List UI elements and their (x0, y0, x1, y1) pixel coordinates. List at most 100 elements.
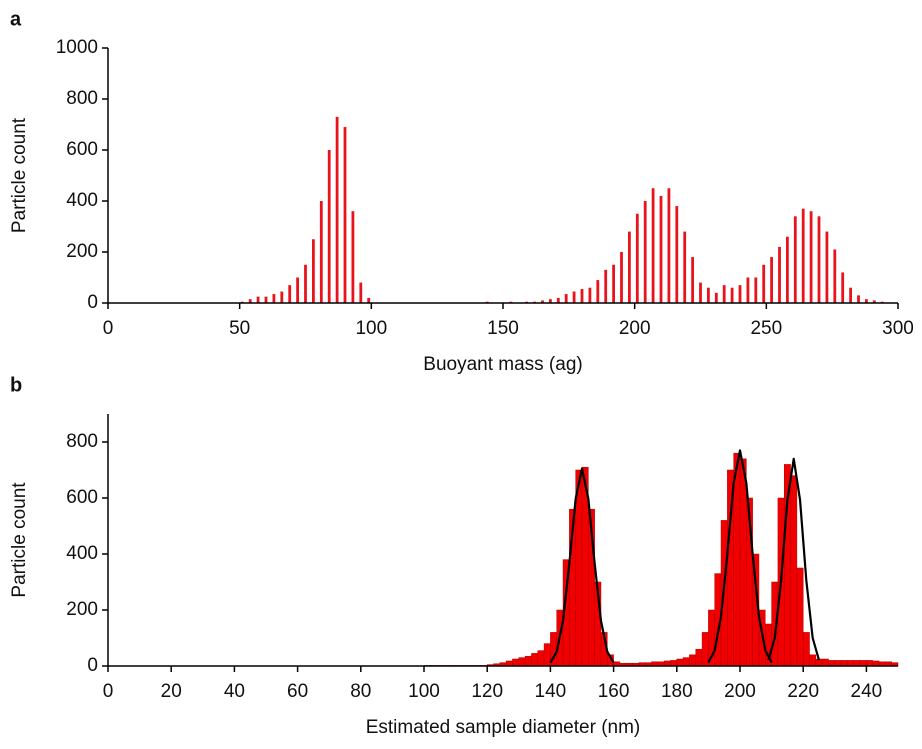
x-tick-label: 200 (724, 681, 756, 702)
histogram-bar (695, 648, 703, 667)
bar (596, 280, 600, 303)
bar (327, 150, 331, 303)
bar (691, 257, 694, 303)
bar (264, 296, 268, 303)
y-axis-label: Particle count (9, 117, 30, 233)
bar (304, 264, 307, 303)
bar (833, 249, 837, 303)
bar (667, 188, 671, 303)
histogram-bar (537, 650, 545, 667)
bar (256, 296, 260, 303)
bar (351, 211, 355, 303)
histogram-bar (663, 660, 671, 667)
fit-curve (767, 457, 821, 661)
histogram-bar (802, 632, 810, 667)
y-tick-label: 200 (66, 599, 98, 620)
x-tick-label: 140 (535, 681, 567, 702)
histogram-bar (853, 660, 861, 667)
y-tick-label: 800 (66, 431, 98, 452)
bar (572, 291, 576, 303)
histogram-bar (840, 660, 848, 667)
bar (778, 246, 781, 303)
bar (770, 257, 773, 303)
x-tick-label: 60 (287, 681, 308, 702)
y-tick-label: 600 (66, 487, 98, 508)
fit-curve (549, 467, 615, 664)
histogram-bar (670, 660, 678, 667)
bar (699, 282, 702, 303)
histogram-bar (701, 632, 709, 667)
bar (564, 294, 568, 303)
x-tick-label: 100 (355, 318, 387, 339)
histogram-bar (834, 660, 842, 667)
bar (746, 277, 750, 303)
x-axis-label: Estimated sample diameter (nm) (366, 717, 641, 738)
bar (714, 292, 718, 303)
bar (541, 300, 544, 303)
x-tick-label: 50 (229, 318, 250, 339)
bar (604, 269, 608, 303)
bar (849, 287, 852, 303)
histogram-bar (859, 660, 867, 667)
bar (612, 264, 615, 303)
bar (754, 277, 758, 303)
x-tick-label: 150 (487, 318, 519, 339)
bar (825, 231, 829, 303)
x-tick-label: 200 (619, 318, 651, 339)
histogram-bar (739, 458, 747, 667)
bar (786, 236, 789, 303)
bar (857, 295, 860, 303)
y-tick-label: 0 (87, 292, 98, 313)
x-tick-label: 0 (103, 318, 114, 339)
x-tick-label: 120 (471, 681, 503, 702)
bar (738, 285, 742, 303)
histogram-bar (821, 658, 829, 667)
histogram-bar (518, 657, 526, 667)
bar (628, 231, 631, 303)
bar (620, 252, 623, 303)
y-tick-label: 400 (66, 543, 98, 564)
y-axis-label: Particle count (9, 482, 30, 598)
x-tick-label: 0 (103, 681, 114, 702)
histogram-bar (733, 452, 741, 667)
histogram-bar (790, 475, 798, 667)
x-tick-label: 80 (350, 681, 371, 702)
bar (817, 216, 821, 303)
x-tick-label: 300 (882, 318, 914, 339)
x-axis-label: Buoyant mass (ag) (423, 354, 582, 375)
histogram-bar (531, 653, 539, 667)
bar (343, 127, 347, 303)
histogram-bar (866, 660, 873, 667)
x-tick-label: 250 (750, 318, 782, 339)
y-tick-label: 0 (87, 655, 98, 676)
x-tick-label: 240 (851, 681, 883, 702)
x-tick-label: 40 (224, 681, 245, 702)
bar (865, 299, 868, 303)
bar (762, 264, 766, 303)
histogram-bar (847, 660, 855, 667)
bar (272, 294, 276, 303)
bar (801, 208, 805, 303)
y-tick-label: 600 (66, 139, 98, 160)
bar (359, 282, 363, 303)
bar (549, 299, 552, 303)
bar (280, 291, 284, 303)
x-tick-label: 220 (787, 681, 819, 702)
histogram-bar (828, 660, 836, 667)
bar (707, 287, 710, 303)
bar (335, 116, 339, 303)
histogram-bar (524, 655, 532, 667)
bar (556, 297, 560, 303)
bar (248, 299, 252, 303)
bar (651, 188, 655, 303)
bar (872, 300, 876, 303)
bar (312, 239, 315, 303)
y-tick-label: 400 (66, 190, 98, 211)
y-tick-label: 800 (66, 88, 98, 109)
histogram-bar (872, 660, 880, 667)
bar (588, 287, 592, 303)
histogram-bar (796, 567, 804, 667)
fit-curve (707, 449, 773, 663)
histogram-bar (689, 654, 697, 667)
